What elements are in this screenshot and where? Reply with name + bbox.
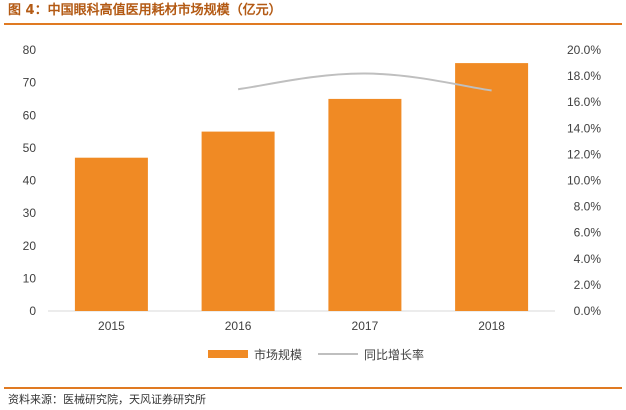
x-tick-label: 2016 — [225, 319, 252, 333]
y-tick-label: 30 — [23, 206, 37, 220]
legend-label-line: 同比增长率 — [364, 347, 424, 362]
y2-tick-label: 10.0% — [567, 174, 601, 188]
legend: 市场规模 同比增长率 — [208, 347, 424, 362]
y2-tick-label: 0.0% — [574, 304, 602, 318]
y2-tick-label: 2.0% — [574, 278, 602, 292]
y2-tick-label: 12.0% — [567, 147, 601, 161]
title-rule — [4, 23, 622, 25]
y2-tick-label: 4.0% — [574, 252, 602, 266]
bar-2015 — [74, 157, 148, 311]
x-tick-label: 2017 — [352, 319, 379, 333]
bar-2018 — [455, 63, 529, 311]
x-tick-label: 2015 — [98, 319, 125, 333]
y-tick-label: 10 — [23, 271, 37, 285]
y-tick-label: 80 — [23, 43, 37, 57]
bar-2017 — [328, 98, 402, 312]
source-rule — [4, 387, 622, 389]
y-tick-label: 70 — [23, 76, 37, 90]
y-tick-label: 50 — [23, 141, 37, 155]
y2-tick-label: 14.0% — [567, 121, 601, 135]
y2-tick-label: 16.0% — [567, 95, 601, 109]
growth-rate-line — [237, 72, 492, 92]
source-note: 资料来源：医械研究院，天风证券研究所 — [8, 393, 206, 406]
y2-tick-label: 18.0% — [567, 69, 601, 83]
y-tick-label: 20 — [23, 239, 37, 253]
legend-swatch-bar — [208, 350, 248, 358]
y2-tick-label: 8.0% — [574, 200, 602, 214]
y-tick-label: 60 — [23, 108, 37, 122]
y-tick-label: 0 — [29, 304, 36, 318]
bar-2016 — [201, 131, 275, 311]
y-tick-label: 40 — [23, 174, 37, 188]
chart-title: 图 4：中国眼科高值医用耗材市场规模（亿元） — [8, 3, 282, 18]
y2-tick-label: 6.0% — [574, 226, 602, 240]
legend-label-bar: 市场规模 — [254, 347, 302, 362]
x-tick-label: 2018 — [478, 319, 505, 333]
y2-tick-label: 20.0% — [567, 43, 601, 57]
